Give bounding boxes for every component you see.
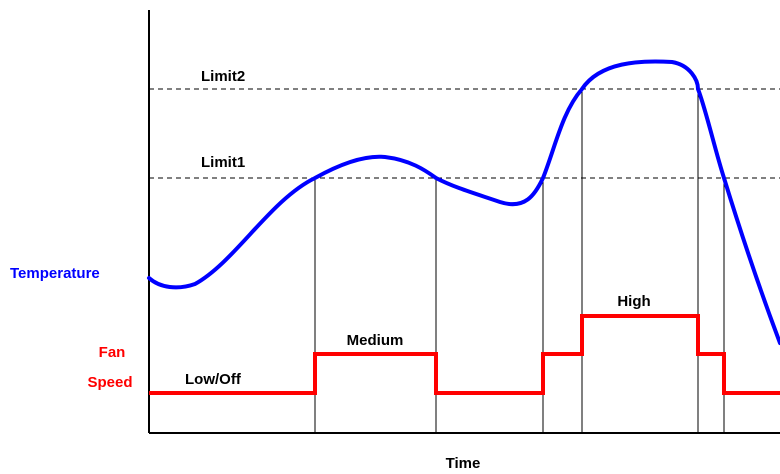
- temperature-label: Temperature: [10, 265, 100, 282]
- medium-label: Medium: [347, 332, 404, 349]
- temperature-curve: [147, 59, 780, 345]
- time-axis-label: Time: [446, 455, 481, 472]
- crossing-markers: [314, 89, 725, 433]
- fan-speed-line: [149, 314, 780, 395]
- fan-label-line2: Speed: [87, 374, 132, 391]
- limit1-label: Limit1: [201, 154, 245, 171]
- high-label: High: [617, 293, 650, 310]
- low-off-label: Low/Off: [185, 371, 242, 388]
- limit2-label: Limit2: [201, 68, 245, 85]
- fan-label-line1: Fan: [99, 344, 126, 361]
